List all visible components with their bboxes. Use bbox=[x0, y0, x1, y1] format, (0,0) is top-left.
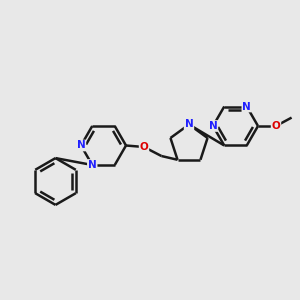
Text: N: N bbox=[76, 140, 85, 151]
Text: N: N bbox=[88, 160, 97, 170]
Text: N: N bbox=[242, 101, 251, 112]
Text: O: O bbox=[272, 121, 280, 131]
Text: N: N bbox=[184, 119, 194, 130]
Text: O: O bbox=[140, 142, 148, 152]
Text: N: N bbox=[208, 121, 217, 131]
